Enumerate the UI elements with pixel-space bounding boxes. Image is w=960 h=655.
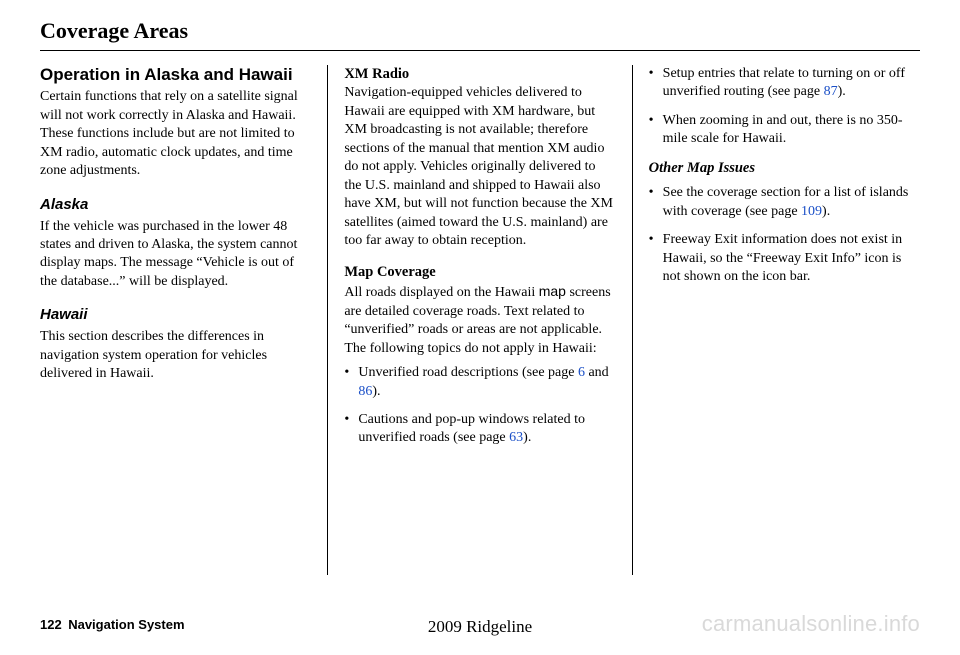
footer-left: 122 Navigation System bbox=[40, 617, 185, 633]
footer-center: 2009 Ridgeline bbox=[428, 617, 532, 637]
list-item: Unverified road descriptions (see page 6… bbox=[344, 364, 615, 401]
bullet-text: ). bbox=[523, 430, 531, 445]
page-link[interactable]: 86 bbox=[358, 384, 372, 399]
bullet-text: ). bbox=[822, 204, 830, 219]
page-link[interactable]: 109 bbox=[801, 204, 822, 219]
column-1: Operation in Alaska and Hawaii Certain f… bbox=[40, 65, 325, 575]
list-item: Setup entries that relate to turning on … bbox=[649, 65, 920, 102]
page-link[interactable]: 63 bbox=[509, 430, 523, 445]
list-item: When zooming in and out, there is no 350… bbox=[649, 112, 920, 149]
xm-body: Navigation-equipped vehicles delivered t… bbox=[344, 85, 613, 248]
list-item: Freeway Exit information does not exist … bbox=[649, 231, 920, 286]
page-number: 122 bbox=[40, 617, 62, 632]
map-paragraph: Map Coverage All roads displayed on the … bbox=[344, 263, 615, 358]
column-divider-1 bbox=[327, 65, 328, 575]
other-heading-wrap: Other Map Issues bbox=[649, 159, 920, 178]
page-title: Coverage Areas bbox=[40, 18, 920, 44]
alaska-heading: Alaska bbox=[40, 195, 311, 215]
content-columns: Operation in Alaska and Hawaii Certain f… bbox=[40, 65, 920, 575]
intro-paragraph: Certain functions that rely on a satelli… bbox=[40, 88, 311, 180]
map-heading: Map Coverage bbox=[344, 264, 435, 280]
bullet-text: ). bbox=[372, 384, 380, 399]
list-item: Cautions and pop-up windows related to u… bbox=[344, 411, 615, 448]
bullet-text: Setup entries that relate to turning on … bbox=[663, 66, 905, 99]
footer-section-label: Navigation System bbox=[68, 617, 184, 632]
page-link[interactable]: 6 bbox=[578, 365, 585, 380]
col3-bullet-list: Setup entries that relate to turning on … bbox=[649, 65, 920, 149]
bullet-text: See the coverage section for a list of i… bbox=[663, 185, 909, 218]
col2-bullet-list: Unverified road descriptions (see page 6… bbox=[344, 364, 615, 448]
xm-paragraph: XM Radio Navigation-equipped vehicles de… bbox=[344, 65, 615, 251]
xm-heading: XM Radio bbox=[344, 66, 409, 82]
column-divider-2 bbox=[632, 65, 633, 575]
column-2: XM Radio Navigation-equipped vehicles de… bbox=[330, 65, 629, 575]
bullet-text: Cautions and pop-up windows related to u… bbox=[358, 412, 585, 445]
title-rule bbox=[40, 50, 920, 51]
col3-other-bullet-list: See the coverage section for a list of i… bbox=[649, 184, 920, 286]
bullet-text: ). bbox=[838, 84, 846, 99]
bullet-text: Unverified road descriptions (see page bbox=[358, 365, 578, 380]
bullet-text: and bbox=[585, 365, 609, 380]
hawaii-body: This section describes the differences i… bbox=[40, 328, 311, 383]
alaska-body: If the vehicle was purchased in the lowe… bbox=[40, 218, 311, 292]
other-heading: Other Map Issues bbox=[649, 160, 755, 176]
column-3: Setup entries that relate to turning on … bbox=[635, 65, 920, 575]
section-heading: Operation in Alaska and Hawaii bbox=[40, 65, 311, 85]
list-item: See the coverage section for a list of i… bbox=[649, 184, 920, 221]
map-body-word: map bbox=[539, 283, 566, 299]
hawaii-heading: Hawaii bbox=[40, 305, 311, 325]
watermark: carmanualsonline.info bbox=[702, 611, 920, 637]
map-body-pre: All roads displayed on the Hawaii bbox=[344, 285, 538, 300]
page-link[interactable]: 87 bbox=[824, 84, 838, 99]
